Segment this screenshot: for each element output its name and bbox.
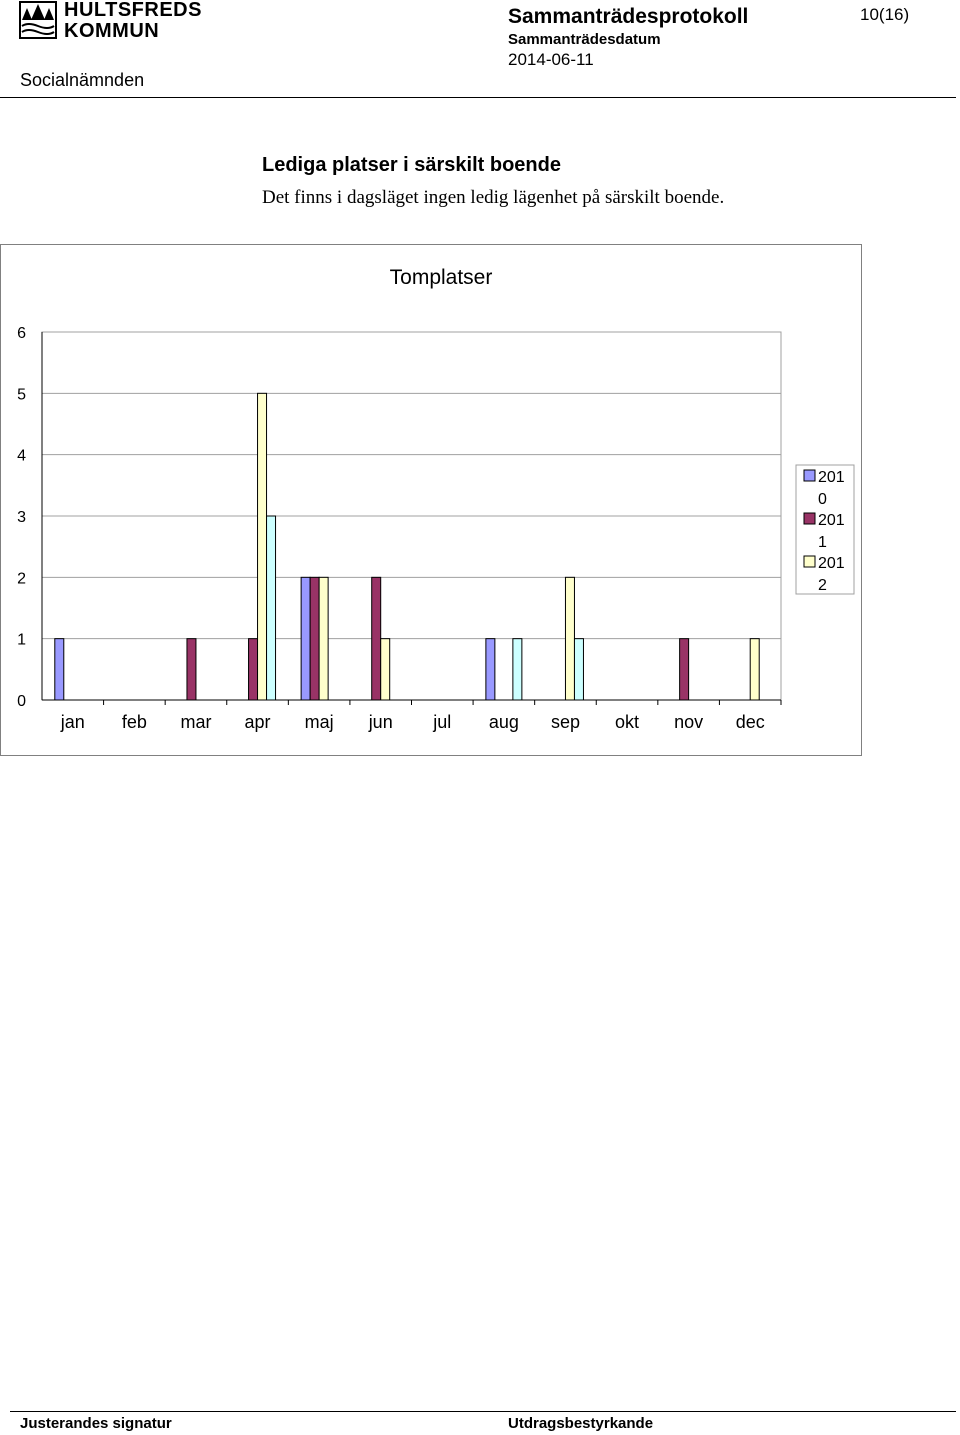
document-title: Sammanträdesprotokoll bbox=[508, 5, 749, 28]
logo-line-1: HULTSFREDS bbox=[64, 0, 202, 21]
bar bbox=[309, 576, 320, 701]
legend-swatch bbox=[803, 512, 816, 525]
x-tick-label: dec bbox=[736, 712, 765, 732]
y-tick-label: 3 bbox=[17, 509, 26, 526]
bar bbox=[371, 576, 382, 701]
legend-box bbox=[795, 464, 855, 595]
y-tick-label: 4 bbox=[17, 448, 26, 465]
signature-label: Justerandes signatur bbox=[20, 1415, 172, 1432]
bar bbox=[318, 576, 329, 701]
x-tick-label: okt bbox=[615, 712, 639, 732]
vacancy-bar-chart: Tomplatser 0 1 2 3 4 5 6 jan feb mar apr maj jun jul a… bbox=[0, 244, 862, 756]
bar bbox=[186, 638, 197, 701]
y-tick-label: 0 bbox=[17, 693, 26, 710]
x-tick-label: jan bbox=[60, 712, 85, 732]
x-tick-label: nov bbox=[674, 712, 703, 732]
bar bbox=[248, 638, 259, 701]
x-tick-label: maj bbox=[305, 712, 334, 732]
x-tick-label: apr bbox=[245, 712, 271, 732]
bar bbox=[380, 638, 391, 701]
bar bbox=[749, 638, 760, 701]
x-tick-label: sep bbox=[551, 712, 580, 732]
department-name: Socialnämnden bbox=[20, 70, 145, 90]
y-tick-label: 6 bbox=[17, 325, 26, 342]
municipality-logo bbox=[19, 1, 57, 39]
bar bbox=[679, 638, 690, 701]
x-tick-label: jun bbox=[368, 712, 393, 732]
bar bbox=[300, 576, 311, 701]
bar bbox=[564, 576, 575, 701]
legend-label: 201 bbox=[818, 512, 845, 529]
legend-label: 2 bbox=[818, 577, 827, 594]
logo-wordmark: HULTSFREDS KOMMUN bbox=[64, 0, 202, 42]
section-title: Lediga platser i särskilt boende bbox=[262, 154, 561, 176]
y-tick-label: 2 bbox=[17, 570, 26, 587]
bar bbox=[54, 638, 65, 701]
meeting-date-value: 2014-06-11 bbox=[508, 50, 594, 69]
legend-swatch bbox=[803, 469, 816, 482]
certification-label: Utdragsbestyrkande bbox=[508, 1415, 654, 1432]
legend-label: 1 bbox=[818, 534, 827, 551]
legend-label: 201 bbox=[818, 469, 845, 486]
legend-label: 201 bbox=[818, 555, 845, 572]
bar bbox=[512, 638, 523, 701]
meeting-date-label: Sammanträdesdatum bbox=[508, 31, 661, 48]
bar bbox=[257, 392, 268, 701]
chart-title: Tomplatser bbox=[390, 266, 493, 289]
section-body: Det finns i dagsläget ingen ledig lägenh… bbox=[262, 187, 725, 208]
legend-swatch bbox=[803, 555, 816, 568]
footer-divider bbox=[10, 1411, 956, 1412]
page-number: 10(16) bbox=[860, 5, 910, 24]
x-tick-label: mar bbox=[180, 712, 211, 732]
legend-label: 0 bbox=[818, 491, 827, 508]
x-tick-label: jul bbox=[432, 712, 451, 732]
logo-line-2: KOMMUN bbox=[64, 20, 160, 42]
y-tick-label: 1 bbox=[17, 632, 26, 649]
header-divider bbox=[0, 97, 956, 98]
bar bbox=[573, 638, 584, 701]
x-tick-label: feb bbox=[122, 712, 147, 732]
bar bbox=[485, 638, 496, 701]
y-tick-label: 5 bbox=[17, 386, 26, 403]
x-tick-label: aug bbox=[489, 712, 519, 732]
bar bbox=[266, 515, 277, 701]
